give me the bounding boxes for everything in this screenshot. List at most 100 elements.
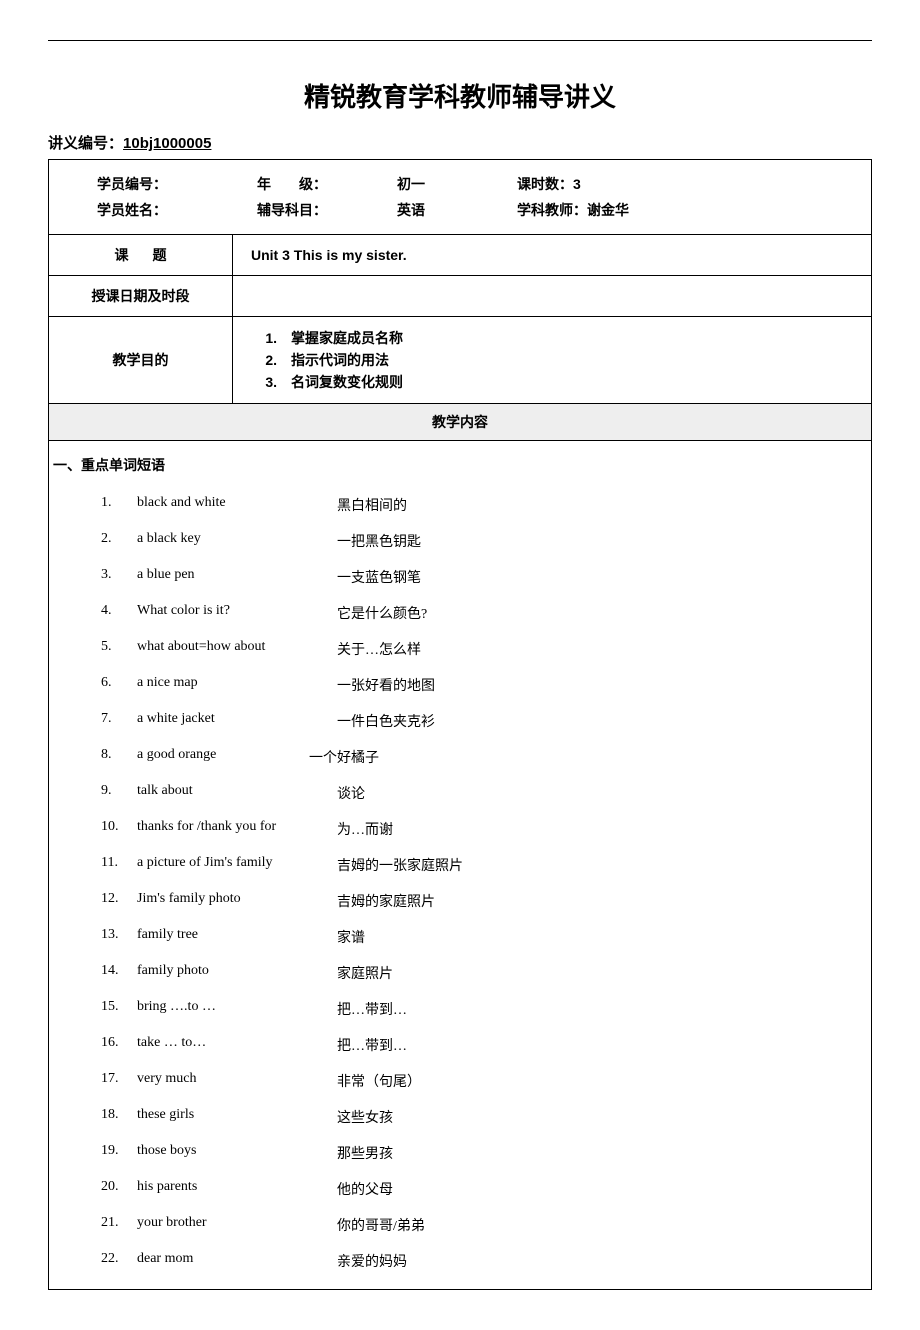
- vocab-item: 12.Jim's family photo吉姆的家庭照片: [101, 883, 867, 919]
- vocab-en: a nice map: [137, 675, 337, 695]
- subject-label: 辅导科目：: [257, 200, 397, 220]
- teacher: 学科教师：谢金华: [517, 200, 717, 220]
- vocab-item: 18.these girls这些女孩: [101, 1099, 867, 1135]
- vocab-cn: 家谱: [337, 927, 867, 947]
- vocab-cn: 那些男孩: [337, 1143, 867, 1163]
- vocab-index: 15.: [101, 999, 137, 1019]
- vocab-en: his parents: [137, 1179, 337, 1199]
- vocab-en: family photo: [137, 963, 337, 983]
- grade-label: 年 级：: [257, 174, 397, 194]
- header-grid: 学员编号： 年 级： 初一 课时数：3 学员姓名： 辅导科目： 英语 学科教师：…: [97, 174, 847, 220]
- vocab-item: 1.black and white黑白相间的: [101, 487, 867, 523]
- vocab-item: 9.talk about谈论: [101, 775, 867, 811]
- grade-value: 初一: [397, 174, 517, 194]
- vocab-en: what about=how about: [137, 639, 337, 659]
- vocab-en: bring ….to …: [137, 999, 337, 1019]
- student-name-label: 学员姓名：: [97, 200, 257, 220]
- vocab-cn: 一支蓝色钢笔: [337, 567, 867, 587]
- goal-text: 名词复数变化规则: [291, 374, 403, 390]
- vocab-index: 11.: [101, 855, 137, 875]
- vocab-en: family tree: [137, 927, 337, 947]
- vocab-cn: 非常（句尾）: [337, 1071, 867, 1091]
- vocab-en: very much: [137, 1071, 337, 1091]
- vocab-item: 6.a nice map一张好看的地图: [101, 667, 867, 703]
- vocab-cn: 谈论: [337, 783, 867, 803]
- vocab-cn: 这些女孩: [337, 1107, 867, 1127]
- vocab-cn: 一个好橘子: [309, 747, 867, 767]
- section-title: 一、重点单词短语: [53, 455, 867, 475]
- vocab-cn: 一件白色夹克衫: [337, 711, 867, 731]
- vocab-en: What color is it?: [137, 603, 337, 623]
- vocab-index: 9.: [101, 783, 137, 803]
- vocab-item: 17.very much非常（句尾）: [101, 1063, 867, 1099]
- goal-item: 3. 名词复数变化规则: [251, 371, 403, 393]
- vocab-en: thanks for /thank you for: [137, 819, 337, 839]
- vocab-en: your brother: [137, 1215, 337, 1235]
- goal-item: 1.掌握家庭成员名称: [251, 327, 403, 349]
- topic-value: Unit 3 This is my sister.: [233, 235, 871, 275]
- vocab-index: 16.: [101, 1035, 137, 1055]
- vocab-index: 3.: [101, 567, 137, 587]
- vocab-item: 10.thanks for /thank you for为…而谢: [101, 811, 867, 847]
- doc-number-label: 讲义编号：: [48, 135, 123, 152]
- vocab-list: 1.black and white黑白相间的2.a black key一把黑色钥…: [53, 487, 867, 1279]
- vocab-index: 17.: [101, 1071, 137, 1091]
- vocab-cn: 一张好看的地图: [337, 675, 867, 695]
- vocab-en: a white jacket: [137, 711, 337, 731]
- schedule-value: [233, 276, 871, 316]
- vocab-index: 10.: [101, 819, 137, 839]
- vocab-cn: 一把黑色钥匙: [337, 531, 867, 551]
- content-header: 教学内容: [49, 404, 871, 441]
- vocab-en: black and white: [137, 495, 337, 515]
- vocab-item: 8.a good orange一个好橘子: [101, 739, 867, 775]
- vocab-cn: 吉姆的一张家庭照片: [337, 855, 867, 875]
- goal-index: 3.: [251, 374, 277, 390]
- vocab-en: those boys: [137, 1143, 337, 1163]
- vocab-item: 13.family tree家谱: [101, 919, 867, 955]
- vocab-item: 4.What color is it?它是什么颜色?: [101, 595, 867, 631]
- vocab-index: 4.: [101, 603, 137, 623]
- top-rule: [48, 40, 872, 41]
- vocab-en: a black key: [137, 531, 337, 551]
- vocab-cn: 黑白相间的: [337, 495, 867, 515]
- doc-number: 讲义编号：10bj1000005: [48, 132, 872, 153]
- vocab-item: 3.a blue pen一支蓝色钢笔: [101, 559, 867, 595]
- vocab-en: a blue pen: [137, 567, 337, 587]
- vocab-cn: 把…带到…: [337, 999, 867, 1019]
- subject-value: 英语: [397, 200, 517, 220]
- vocab-en: a good orange: [137, 747, 337, 767]
- header-block: 学员编号： 年 级： 初一 课时数：3 学员姓名： 辅导科目： 英语 学科教师：…: [49, 160, 871, 235]
- info-table: 学员编号： 年 级： 初一 课时数：3 学员姓名： 辅导科目： 英语 学科教师：…: [48, 159, 872, 1290]
- vocab-cn: 亲爱的妈妈: [337, 1251, 867, 1271]
- vocab-item: 15.bring ….to …把…带到…: [101, 991, 867, 1027]
- goals-list: 1.掌握家庭成员名称2.指示代词的用法 3. 名词复数变化规则: [251, 327, 403, 393]
- row-goals: 教学目的 1.掌握家庭成员名称2.指示代词的用法 3. 名词复数变化规则: [49, 317, 871, 404]
- vocab-en: these girls: [137, 1107, 337, 1127]
- goal-index: 2.: [251, 352, 277, 368]
- vocab-index: 19.: [101, 1143, 137, 1163]
- doc-number-value: 10bj1000005: [123, 135, 211, 152]
- topic-label: 课题: [49, 235, 233, 275]
- row-topic: 课题 Unit 3 This is my sister.: [49, 235, 871, 276]
- vocab-index: 14.: [101, 963, 137, 983]
- goals-value: 1.掌握家庭成员名称2.指示代词的用法 3. 名词复数变化规则: [233, 317, 871, 403]
- vocab-en: a picture of Jim's family: [137, 855, 337, 875]
- hours: 课时数：3: [517, 174, 717, 194]
- vocab-en: dear mom: [137, 1251, 337, 1271]
- vocab-item: 19.those boys那些男孩: [101, 1135, 867, 1171]
- vocab-index: 13.: [101, 927, 137, 947]
- vocab-index: 21.: [101, 1215, 137, 1235]
- vocab-cn: 关于…怎么样: [337, 639, 867, 659]
- goals-label: 教学目的: [49, 317, 233, 403]
- vocab-item: 14.family photo家庭照片: [101, 955, 867, 991]
- vocab-index: 18.: [101, 1107, 137, 1127]
- vocab-index: 12.: [101, 891, 137, 911]
- vocab-index: 5.: [101, 639, 137, 659]
- vocab-cn: 你的哥哥/弟弟: [337, 1215, 867, 1235]
- vocab-item: 16.take … to…把…带到…: [101, 1027, 867, 1063]
- vocab-item: 2.a black key一把黑色钥匙: [101, 523, 867, 559]
- vocab-index: 20.: [101, 1179, 137, 1199]
- vocab-item: 11.a picture of Jim's family吉姆的一张家庭照片: [101, 847, 867, 883]
- goal-item: 2.指示代词的用法: [251, 349, 403, 371]
- vocab-index: 6.: [101, 675, 137, 695]
